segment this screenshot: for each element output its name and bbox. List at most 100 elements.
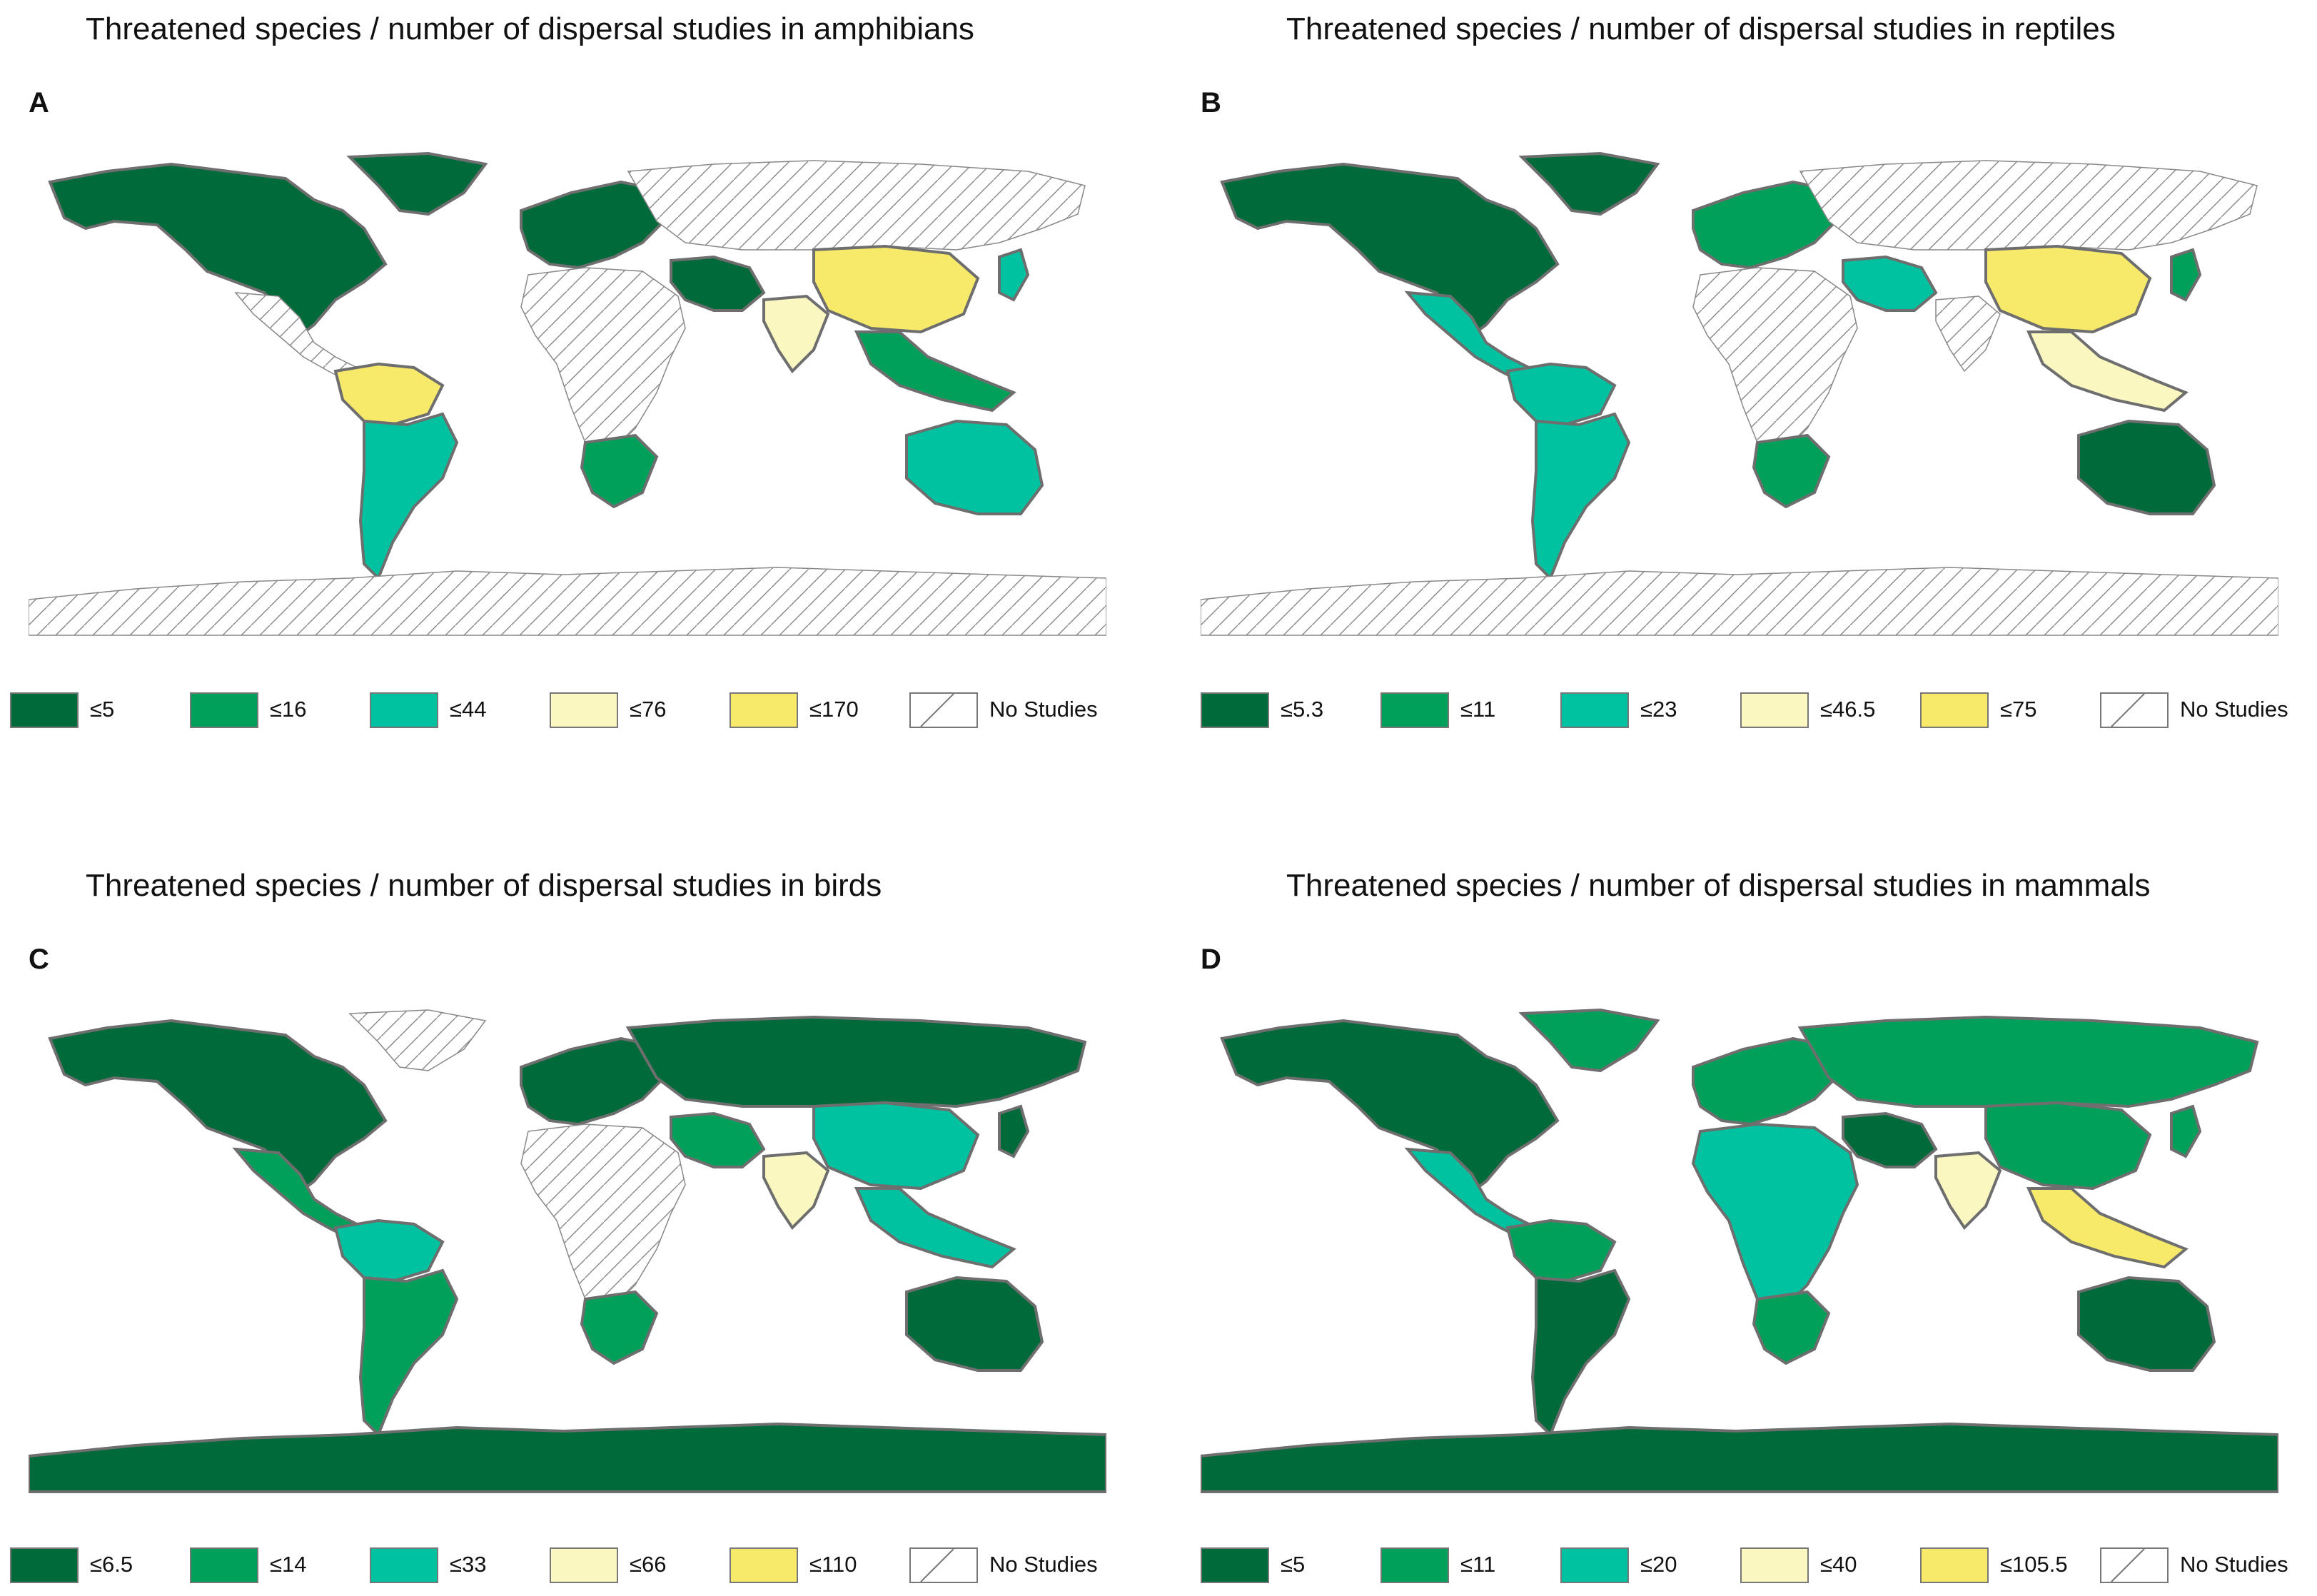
legend-label: ≤170 bbox=[809, 697, 859, 722]
region-china bbox=[1984, 244, 2152, 334]
legend-label: ≤66 bbox=[630, 1552, 667, 1577]
region-south-america-north bbox=[1505, 1218, 1617, 1283]
legend-swatch bbox=[1560, 1547, 1629, 1583]
legend-label: ≤76 bbox=[630, 697, 667, 722]
legend-swatch bbox=[2100, 692, 2169, 728]
legend-swatch bbox=[10, 1547, 79, 1583]
legend-swatch bbox=[190, 1547, 258, 1583]
legend-swatch bbox=[550, 692, 618, 728]
legend-label: No Studies bbox=[989, 697, 1098, 722]
legend-swatch bbox=[10, 692, 79, 728]
legend: ≤5 ≤16 ≤44 ≤76 ≤170 No Studies bbox=[10, 690, 1124, 732]
panel-letter: C bbox=[29, 944, 49, 975]
region-china bbox=[1984, 1101, 2152, 1191]
region-middle-east bbox=[1842, 255, 1938, 312]
region-china bbox=[812, 1101, 980, 1191]
region-india bbox=[762, 1151, 830, 1231]
legend-label: ≤110 bbox=[809, 1552, 857, 1577]
region-antarctica bbox=[29, 1422, 1106, 1493]
legend-label: ≤75 bbox=[2000, 697, 2037, 722]
panel-title: Threatened species / number of dispersal… bbox=[86, 11, 974, 46]
world-map bbox=[29, 151, 1106, 636]
region-europe bbox=[520, 1036, 666, 1126]
region-southeast-asia bbox=[854, 1187, 1016, 1269]
world-map bbox=[29, 1009, 1106, 1493]
panel-title: Threatened species / number of dispersal… bbox=[1286, 11, 2116, 46]
world-map bbox=[1201, 1008, 2278, 1493]
region-southern-africa bbox=[580, 1290, 659, 1365]
legend-label: ≤11 bbox=[1460, 697, 1496, 722]
region-southeast-asia bbox=[854, 330, 1016, 413]
region-japan bbox=[998, 1104, 1030, 1158]
region-russia-asia bbox=[627, 160, 1086, 251]
region-middle-east bbox=[1842, 1111, 1938, 1168]
legend-label: ≤105.5 bbox=[2000, 1552, 2068, 1577]
region-southern-africa bbox=[580, 433, 659, 509]
region-japan bbox=[2170, 248, 2202, 302]
region-india bbox=[1934, 1151, 2002, 1231]
region-north-america bbox=[1220, 162, 1560, 338]
region-north-america bbox=[48, 1019, 388, 1194]
region-africa bbox=[1691, 1122, 1859, 1308]
region-north-america bbox=[1220, 1019, 1560, 1194]
region-southern-africa bbox=[1752, 1290, 1831, 1365]
legend-label: ≤6.5 bbox=[90, 1552, 133, 1577]
panel-mammals: Threatened species / number of dispersal… bbox=[1185, 857, 2317, 1596]
panel-birds: Threatened species / number of dispersal… bbox=[0, 857, 1156, 1596]
panel-reptiles: Threatened species / number of dispersal… bbox=[1185, 0, 2317, 785]
region-china bbox=[812, 244, 980, 334]
legend-swatch bbox=[2100, 1547, 2169, 1583]
legend-label: No Studies bbox=[2180, 697, 2288, 722]
region-australia bbox=[905, 1276, 1044, 1372]
legend-swatch bbox=[370, 1547, 438, 1583]
panel-letter: A bbox=[29, 87, 49, 118]
legend-label: ≤40 bbox=[1820, 1552, 1857, 1577]
region-south-america-north bbox=[1505, 362, 1617, 427]
legend-label: ≤16 bbox=[270, 697, 307, 722]
region-india bbox=[762, 294, 830, 374]
region-south-america-south bbox=[1530, 1268, 1631, 1438]
region-india bbox=[1935, 296, 2001, 373]
region-north-america bbox=[48, 162, 388, 338]
legend-swatch bbox=[1560, 692, 1629, 728]
region-japan bbox=[998, 248, 1030, 302]
region-russia-asia bbox=[625, 1015, 1087, 1108]
region-antarctica bbox=[29, 567, 1106, 636]
legend-label: ≤23 bbox=[1640, 697, 1677, 722]
region-southeast-asia bbox=[2026, 1187, 2189, 1269]
legend-swatch bbox=[1740, 1547, 1809, 1583]
region-southern-africa bbox=[1752, 433, 1831, 509]
region-japan bbox=[2170, 1104, 2202, 1158]
panel-letter: B bbox=[1201, 87, 1221, 118]
legend-label: ≤46.5 bbox=[1820, 697, 1876, 722]
legend-label: ≤33 bbox=[450, 1552, 487, 1577]
legend-swatch bbox=[550, 1547, 618, 1583]
legend: ≤5.3 ≤11 ≤23 ≤46.5 ≤75 No Studies bbox=[1201, 690, 2314, 732]
region-south-america-south bbox=[358, 412, 459, 581]
legend-swatch bbox=[1920, 692, 1989, 728]
legend-label: ≤14 bbox=[270, 1552, 307, 1577]
legend-swatch bbox=[1201, 1547, 1269, 1583]
legend-swatch bbox=[730, 692, 798, 728]
region-africa bbox=[1692, 267, 1858, 450]
region-southeast-asia bbox=[2026, 330, 2189, 413]
region-russia-asia bbox=[1797, 1015, 2259, 1108]
legend-label: ≤20 bbox=[1640, 1552, 1677, 1577]
region-australia bbox=[2077, 1276, 2216, 1372]
legend-swatch bbox=[370, 692, 438, 728]
region-south-america-north bbox=[333, 362, 445, 427]
legend-swatch bbox=[1380, 692, 1449, 728]
panel-title: Threatened species / number of dispersal… bbox=[1286, 868, 2151, 903]
legend-swatch bbox=[730, 1547, 798, 1583]
legend-swatch bbox=[1920, 1547, 1989, 1583]
region-greenland bbox=[1518, 1008, 1660, 1073]
legend-swatch bbox=[909, 1547, 978, 1583]
region-africa bbox=[520, 1123, 686, 1307]
region-greenland bbox=[1518, 151, 1660, 216]
region-south-america-south bbox=[358, 1268, 459, 1438]
region-greenland bbox=[348, 1009, 487, 1071]
region-antarctica bbox=[1201, 1422, 2278, 1493]
legend-label: ≤5 bbox=[1281, 1552, 1306, 1577]
legend: ≤5 ≤11 ≤20 ≤40 ≤105.5 No Studies bbox=[1201, 1545, 2314, 1587]
region-russia-asia bbox=[1799, 160, 2258, 251]
